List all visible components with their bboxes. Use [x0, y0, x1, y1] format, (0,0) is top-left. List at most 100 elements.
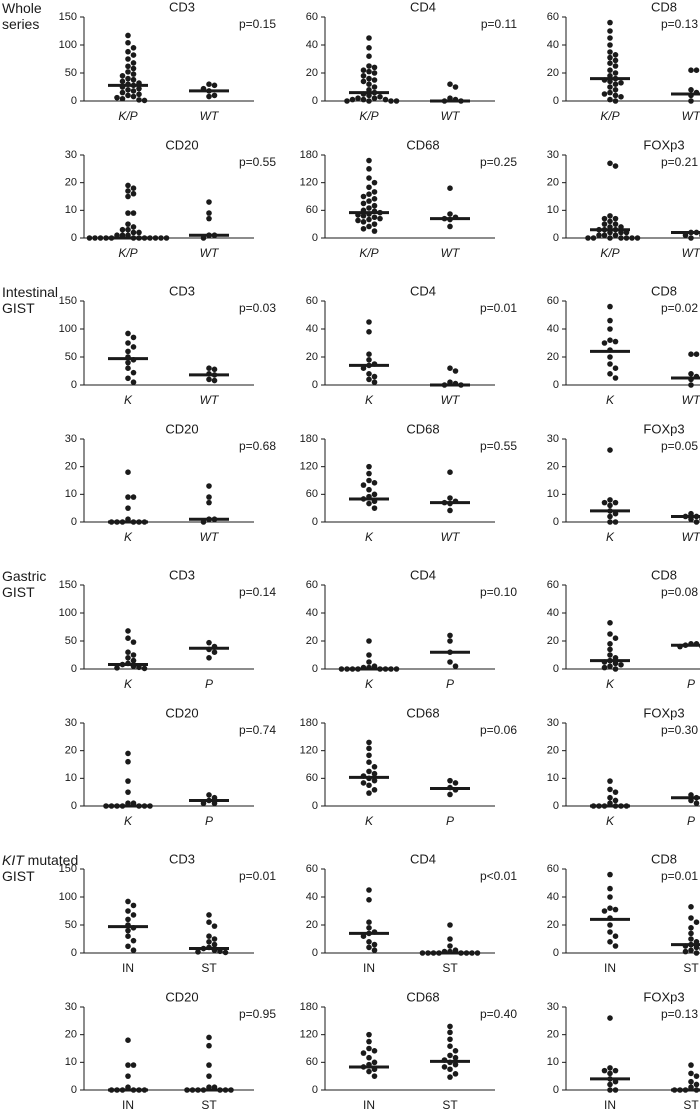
data-dot [634, 235, 641, 241]
data-dot [371, 480, 378, 486]
data-dot [211, 82, 218, 89]
data-dot [612, 797, 619, 804]
x-tick-label: WT [441, 393, 461, 407]
y-tick-label: 20 [306, 635, 318, 647]
data-dot [371, 228, 378, 234]
data-dot [612, 943, 619, 949]
data-dot [607, 60, 613, 66]
data-dot [136, 97, 142, 103]
panel-title: CD20 [165, 421, 198, 436]
x-tick-label: K [606, 677, 615, 691]
y-tick-label: 0 [312, 947, 318, 959]
y-tick-label: 60 [306, 1056, 318, 1068]
y-tick-label: 0 [312, 800, 318, 812]
y-tick-label: 120 [300, 177, 318, 189]
panel-title: CD4 [410, 567, 436, 582]
x-tick-label: ST [683, 1098, 699, 1111]
data-dot [601, 664, 608, 671]
data-dot [688, 382, 694, 388]
section-label-part: series [2, 16, 39, 32]
x-tick-label: WT [682, 246, 700, 260]
data-dot [452, 1054, 459, 1061]
data-dot [688, 371, 694, 377]
section-label: Intestinal [2, 284, 58, 300]
data-dot [371, 947, 378, 953]
data-dot [125, 1037, 131, 1043]
data-dot [211, 649, 218, 655]
data-dot [371, 941, 378, 948]
p-value: p=0.14 [239, 585, 276, 599]
x-tick-label: K [606, 393, 615, 407]
data-dot [130, 652, 137, 658]
panel-title: CD20 [165, 137, 198, 152]
y-tick-label: 0 [553, 800, 559, 812]
data-dot [607, 218, 613, 225]
x-tick-label: K/P [359, 109, 378, 123]
data-dot [92, 235, 98, 241]
data-dot [228, 1087, 234, 1093]
panel-title: CD8 [651, 283, 677, 298]
data-dot [388, 666, 394, 672]
data-dot [125, 927, 131, 934]
data-dot [607, 922, 613, 928]
y-tick-label: 20 [306, 919, 318, 931]
panel-title: CD20 [165, 989, 198, 1004]
section-label-part: Gastric [2, 568, 46, 584]
data-dot [688, 98, 694, 104]
data-dot [612, 666, 619, 672]
y-tick-label: 40 [306, 39, 318, 51]
x-tick-label: K [124, 814, 133, 828]
data-dot [206, 81, 212, 87]
data-dot [366, 371, 372, 377]
data-dot [393, 666, 400, 672]
data-dot [393, 98, 400, 104]
data-dot [607, 1087, 613, 1093]
data-dot [612, 1067, 619, 1074]
x-tick-label: ST [201, 961, 217, 975]
data-dot [612, 933, 619, 939]
y-tick-label: 180 [300, 433, 318, 445]
x-tick-label: WT [441, 109, 461, 123]
data-dot [366, 944, 372, 951]
x-tick-label: K [365, 393, 374, 407]
panel-title: CD8 [651, 851, 677, 866]
data-dot [125, 32, 131, 39]
data-dot [125, 1073, 131, 1079]
data-dot [125, 87, 131, 93]
y-tick-label: 60 [306, 204, 318, 216]
data-dot [601, 908, 608, 914]
data-dot [360, 219, 367, 225]
data-dot [366, 486, 372, 493]
data-dot [366, 376, 372, 383]
data-dot [371, 189, 378, 195]
x-tick-label: WT [200, 530, 220, 544]
data-dot [607, 235, 613, 241]
panel-title: CD68 [406, 705, 439, 720]
data-dot [206, 912, 212, 918]
data-dot [688, 947, 694, 953]
y-tick-label: 20 [547, 635, 559, 647]
data-dot [688, 87, 694, 93]
p-value: p=0.03 [239, 301, 276, 315]
data-dot [612, 215, 619, 222]
p-value: p=0.21 [661, 155, 698, 169]
data-dot [125, 916, 131, 923]
y-tick-label: 60 [547, 863, 559, 875]
data-dot [607, 354, 613, 360]
data-dot [125, 226, 131, 233]
y-tick-label: 100 [59, 323, 77, 335]
y-tick-label: 120 [300, 745, 318, 757]
data-dot [612, 52, 619, 58]
y-tick-label: 0 [312, 516, 318, 528]
data-dot [130, 1062, 137, 1068]
x-tick-label: P [446, 677, 454, 691]
data-dot [344, 98, 350, 104]
data-dot [612, 232, 619, 239]
data-dot [612, 87, 619, 93]
data-dot [612, 92, 619, 99]
data-dot [366, 216, 372, 223]
data-dot [222, 949, 229, 956]
data-dot [119, 89, 126, 96]
y-tick-label: 0 [553, 516, 559, 528]
p-value: p=0.05 [661, 439, 698, 453]
